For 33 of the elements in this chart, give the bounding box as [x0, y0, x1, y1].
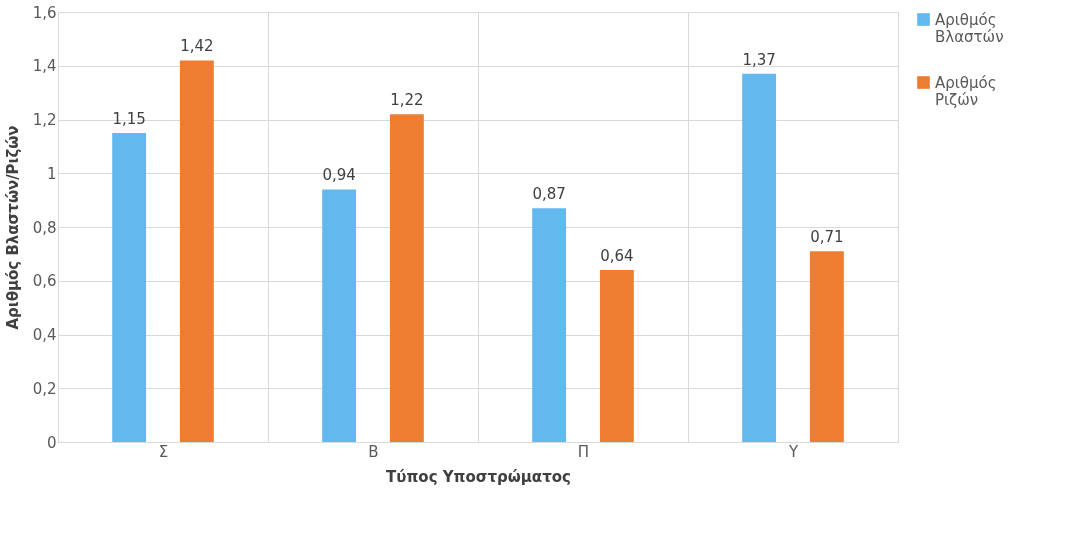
- y-tick-label: 0: [46, 433, 57, 452]
- y-tick-label: 0,2: [32, 379, 57, 398]
- data-label: 1,42: [180, 37, 214, 56]
- data-label: 1,37: [742, 50, 776, 69]
- data-label: 1,15: [112, 109, 146, 128]
- bar: [599, 270, 634, 442]
- y-tick-label: 1,4: [32, 57, 57, 76]
- y-tick-label: 0,8: [32, 218, 57, 237]
- data-label: 0,87: [532, 185, 566, 204]
- y-tick-label: 1: [46, 164, 57, 183]
- y-tick-label: 0,4: [32, 326, 57, 344]
- y-tick-label: 1,6: [32, 3, 57, 22]
- y-axis-title: Αριθμός Βλαστών/Ριζών: [3, 125, 22, 330]
- x-tick-label: Π: [577, 442, 590, 461]
- legend-label: Αριθμός Βλαστών: [935, 10, 1004, 46]
- bar: [532, 208, 567, 442]
- x-tick-label: Σ: [158, 442, 169, 461]
- bar: [322, 189, 357, 442]
- x-tick-label: Υ: [787, 442, 799, 461]
- x-axis-title: Τύπος Υποστρώματος: [386, 467, 571, 486]
- bar: [809, 251, 844, 442]
- bar: [179, 60, 214, 442]
- x-tick-label: Β: [368, 442, 379, 461]
- bar: [742, 73, 777, 442]
- legend-label: Αριθμός Ριζών: [935, 73, 997, 109]
- data-label: 0,71: [810, 228, 844, 247]
- y-tick-label: 1,2: [32, 111, 57, 129]
- bar: [389, 114, 424, 442]
- data-label: 0,64: [600, 247, 634, 265]
- y-tick-label: 0,6: [32, 272, 57, 291]
- bar: [112, 132, 147, 442]
- data-label: 1,22: [390, 91, 424, 110]
- data-label: 0,94: [322, 166, 356, 185]
